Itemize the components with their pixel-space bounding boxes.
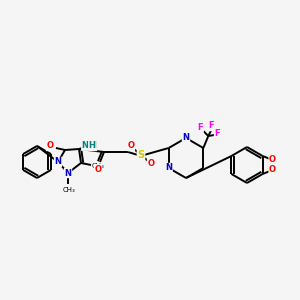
Text: F: F: [214, 130, 220, 139]
Text: O: O: [269, 155, 276, 164]
Text: O: O: [269, 166, 276, 175]
Text: N: N: [165, 164, 172, 172]
Text: S: S: [137, 150, 145, 160]
Text: O: O: [94, 164, 101, 173]
Text: CH₃: CH₃: [92, 163, 104, 169]
Text: O: O: [148, 160, 154, 169]
Text: N: N: [182, 134, 190, 142]
Text: N: N: [64, 169, 71, 178]
Text: F: F: [197, 124, 203, 133]
Text: CH₃: CH₃: [63, 187, 75, 193]
Text: O: O: [128, 142, 134, 151]
Text: H: H: [88, 142, 95, 151]
Text: N: N: [55, 158, 62, 166]
Text: N: N: [82, 142, 88, 151]
Text: O: O: [46, 142, 53, 151]
Text: H: H: [90, 142, 96, 151]
Text: F: F: [208, 122, 214, 130]
